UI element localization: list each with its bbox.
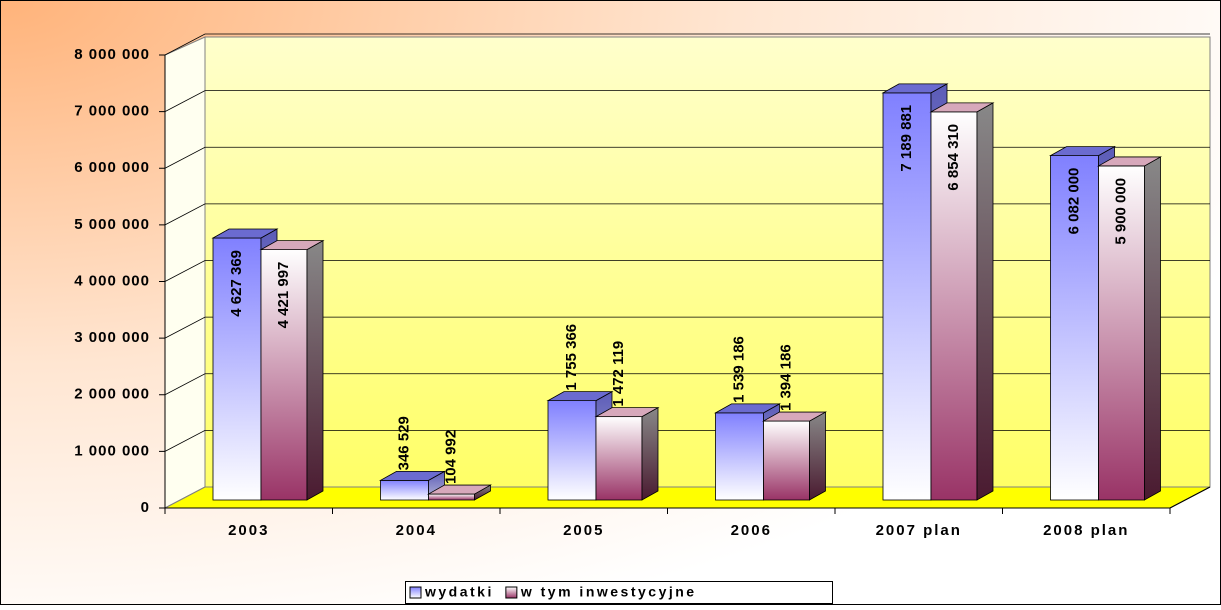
y-tick-label: 0 [141,499,150,516]
data-label: 1 539 186 [730,336,747,403]
bar [547,400,597,501]
bar [1098,165,1145,501]
bar [715,412,764,501]
bar [428,493,475,501]
x-tick-label: 2007 plan [876,522,962,539]
bar-top [426,484,493,495]
data-label: 1 755 366 [563,324,580,391]
bar [595,416,643,501]
grid-line [164,33,1210,56]
legend-label: w tym inwestycyjne [520,584,697,600]
bar-top [259,240,325,251]
bar-top [1048,146,1117,157]
data-label: 1 394 186 [777,344,794,411]
bar-top [1096,156,1163,167]
data-label: 7 189 881 [898,105,915,172]
bar-top [546,391,614,402]
bar [212,237,262,501]
y-tick-label: 1 000 000 [74,442,150,459]
grid-line [164,260,1210,282]
grid-line [164,146,1210,169]
bar [930,111,978,501]
bar-side [976,102,994,501]
y-tick-label: 3 000 000 [74,329,150,346]
grid-line [164,316,1210,339]
legend-label: wydatki [424,584,494,600]
data-label: 104 992 [442,430,459,484]
grid-line [164,429,1210,452]
bar-side [809,411,826,501]
bar [763,420,810,501]
bar-top [713,403,782,414]
grid-line [164,373,1210,396]
bar [1050,155,1099,501]
legend-swatch [409,586,422,599]
x-tick-label: 2003 [228,522,269,539]
bar-top [378,470,447,481]
data-label: 4 627 369 [228,250,245,317]
side-wall [164,36,206,509]
bar [260,249,308,501]
y-tick-label: 2 000 000 [74,386,150,403]
y-tick-label: 8 000 000 [74,46,150,63]
data-label: 6 854 310 [945,124,962,191]
bar-top [929,102,995,113]
bar [380,479,429,501]
y-tick-label: 5 000 000 [74,216,150,233]
data-label: 5 900 000 [1112,178,1129,245]
data-label: 346 529 [395,416,412,470]
x-tick-label: 2005 [563,522,604,539]
y-tick-label: 4 000 000 [74,272,150,289]
bar-side [306,239,324,501]
data-label: 4 421 997 [275,262,292,329]
bar [882,92,932,501]
bar-top [761,411,828,422]
y-tick-label: 6 000 000 [74,159,150,176]
y-tick-label: 7 000 000 [74,103,150,120]
legend-swatch [505,586,518,599]
x-tick-label: 2004 [396,522,437,539]
x-tick-label: 2008 plan [1043,522,1129,539]
x-axis-depth [1169,486,1211,509]
grid-line [164,90,1210,112]
bar-top [211,228,279,239]
data-label: 6 082 000 [1065,168,1082,235]
x-tick-label: 2006 [731,522,772,539]
bar-top [881,83,949,94]
bar-side [1144,156,1161,501]
bar-top [594,407,660,418]
grid-line [164,203,1210,226]
bar-side [641,406,659,501]
data-label: 1 472 119 [610,341,627,407]
